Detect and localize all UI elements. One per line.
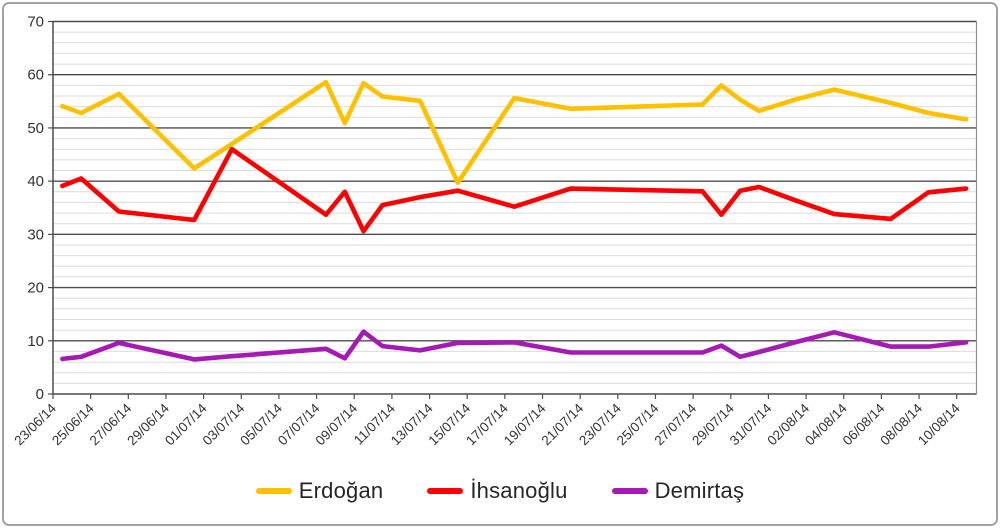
- y-axis-label: 20: [27, 280, 44, 297]
- y-axis-label: 40: [27, 173, 44, 190]
- legend-line-swatch: [611, 488, 648, 494]
- chart-legend: Erdoğan İhsanoğlu Demirtaş: [0, 471, 1000, 511]
- legend-label: İhsanoğlu: [470, 478, 568, 503]
- series-line-ihsanoglu: [60, 146, 969, 234]
- series-line-erdogan: [60, 79, 969, 185]
- legend-item-demirtas: Demirtaş: [611, 478, 745, 504]
- legend-item-erdogan: Erdoğan: [255, 478, 384, 504]
- y-axis-label: 10: [27, 333, 44, 350]
- y-axis-label: 30: [27, 226, 44, 243]
- legend-item-ihsanoglu: İhsanoğlu: [427, 478, 567, 504]
- legend-line-swatch: [255, 488, 292, 494]
- y-axis-label: 50: [27, 120, 44, 137]
- x-axis-label: 10/08/14: [915, 400, 963, 448]
- legend-label: Erdoğan: [298, 478, 384, 503]
- y-axis-label: 0: [36, 386, 44, 403]
- legend-line-swatch: [427, 488, 464, 494]
- legend-label: Demirtaş: [654, 478, 745, 503]
- series-line-demirtas: [60, 329, 969, 362]
- y-axis-label: 60: [27, 67, 44, 84]
- y-axis-label: 70: [27, 14, 44, 31]
- x-axis-label: 09/07/14: [313, 400, 361, 448]
